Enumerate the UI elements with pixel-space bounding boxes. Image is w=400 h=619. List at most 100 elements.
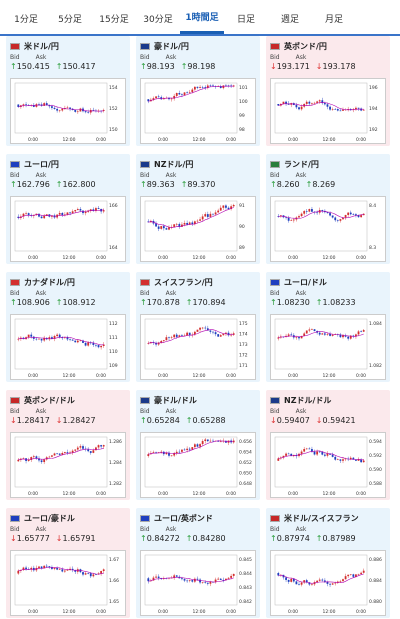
mini-chart[interactable]: 101 100 99 98 0:00 12:00 0:00	[140, 78, 256, 144]
bid-value: 1.65777	[16, 534, 50, 543]
prices: ↑150.415 ↑150.417	[10, 62, 96, 71]
pair-name[interactable]: ユーロ/ドル	[284, 277, 327, 287]
plot-frame	[144, 318, 238, 370]
candle-body	[349, 335, 352, 339]
rate-card[interactable]: ユーロ/ドル Bid Ask ↑1.08230 ↑1.08233 1.084 1.082 0:…	[266, 272, 390, 382]
rate-card[interactable]: ユーロ/英ポンド Bid Ask ↑0.84272 ↑0.84280 0.845 0.844…	[136, 508, 260, 618]
pair-name[interactable]: 米ドル/スイスフラン	[284, 513, 359, 523]
candle-body	[311, 209, 313, 212]
candle-body	[287, 453, 290, 455]
candle-body	[298, 107, 300, 110]
pair-name[interactable]: 豪ドル/ドル	[154, 395, 197, 405]
pair-name[interactable]: 英ポンド/ドル	[24, 395, 75, 405]
candle-body	[329, 583, 331, 585]
y-tick-label: 164	[109, 245, 118, 251]
candle-body	[87, 449, 90, 452]
mini-chart[interactable]: 0.594 0.592 0.590 0.588 0:00 12:00 0:00	[270, 432, 386, 498]
mini-chart[interactable]: 196 194 192 0:00 12:00 0:00	[270, 78, 386, 144]
pair-name[interactable]: 豪ドル/円	[154, 41, 189, 51]
candle-body	[204, 214, 207, 217]
mini-chart[interactable]: 1.67 1.66 1.65 0:00 12:00 0:00	[10, 550, 126, 616]
arrow-up-icon: ↑	[10, 298, 17, 307]
rate-card[interactable]: 米ドル/スイスフラン Bid Ask ↑0.87974 ↑0.87989 0.886 0.8…	[266, 508, 390, 618]
mini-chart[interactable]: 175 174 173 172 171 0:00 12:00 0:00	[140, 314, 256, 380]
mini-chart[interactable]: 0.845 0.844 0.843 0.842 0:00 12:00 0:00	[140, 550, 256, 616]
candle-body	[45, 103, 48, 106]
candle-body	[102, 210, 105, 212]
tab-3[interactable]: 15分足	[99, 14, 129, 25]
candle-body	[232, 205, 235, 207]
candle-body	[102, 109, 105, 111]
candle-body	[225, 332, 227, 334]
pair-name[interactable]: 英ポンド/円	[284, 41, 327, 51]
y-tick-label: 110	[109, 349, 118, 355]
candle-body	[290, 334, 293, 336]
pair-name[interactable]: ユーロ/円	[24, 159, 59, 169]
mini-chart[interactable]: 166 164 0:00 12:00 0:00	[10, 196, 126, 262]
plot-frame	[274, 82, 368, 134]
tab-2[interactable]: 5分足	[58, 14, 82, 25]
rate-card[interactable]: NZドル/円 Bid Ask ↑89.363 ↑89.370 91 90 89 0:00 12:0…	[136, 154, 260, 264]
rate-card[interactable]: カナダドル/円 Bid Ask ↑108.906 ↑108.912 112 111 110 10…	[6, 272, 130, 382]
x-tick-label: 0:00	[28, 137, 38, 143]
candle-body	[45, 214, 48, 216]
plot-frame	[274, 436, 368, 488]
candle-body	[298, 337, 300, 339]
x-tick-label: 0:00	[28, 609, 38, 615]
tab-8[interactable]: 月足	[324, 14, 343, 25]
rate-card[interactable]: 豪ドル/円 Bid Ask ↑98.193 ↑98.198 101 100 99 98 0:00 1…	[136, 36, 260, 146]
tab-1[interactable]: 1分足	[14, 14, 38, 25]
tab-6[interactable]: 日足	[236, 14, 255, 25]
candle-body	[311, 584, 313, 585]
rate-card[interactable]: 英ポンド/円 Bid Ask ↓193.171 ↓193.178 196 194 192 0:0…	[266, 36, 390, 146]
pair-name[interactable]: ランド/円	[284, 159, 319, 169]
y-tick-label: 175	[239, 321, 248, 327]
rate-card[interactable]: 豪ドル/ドル Bid Ask ↑0.65284 ↑0.65288 0.656 0.654 0.…	[136, 390, 260, 500]
candle-body	[193, 578, 196, 582]
pair-name[interactable]: 米ドル/円	[24, 41, 59, 51]
arrow-up-icon: ↑	[185, 416, 193, 425]
candle-body	[76, 340, 79, 343]
pair-name[interactable]: ユーロ/豪ドル	[24, 513, 75, 523]
tab-5[interactable]: 1時間足	[180, 2, 224, 34]
rate-card[interactable]: スイスフラン/円 Bid Ask ↑170.878 ↑170.894 175 174 173 1…	[136, 272, 260, 382]
candle-body	[290, 453, 293, 456]
candle-body	[206, 85, 209, 88]
mini-chart[interactable]: 8.4 8.3 0:00 12:00 0:00	[270, 196, 386, 262]
candle-body	[339, 334, 342, 338]
pair-name[interactable]: スイスフラン/円	[154, 277, 213, 287]
tab-4[interactable]: 30分足	[143, 14, 173, 25]
mini-chart[interactable]: 91 90 89 0:00 12:00 0:00	[140, 196, 256, 262]
pair-name[interactable]: ユーロ/英ポンド	[154, 513, 213, 523]
mini-chart[interactable]: 1.084 1.082 0:00 12:00 0:00	[270, 314, 386, 380]
candle-body	[214, 579, 217, 582]
candle-body	[323, 454, 326, 456]
pair-name[interactable]: カナダドル/円	[24, 277, 75, 287]
candle-body	[225, 578, 227, 581]
rate-card[interactable]: 米ドル/円 Bid Ask ↑150.415 ↑150.417 154 152 150 0:00…	[6, 36, 130, 146]
rate-card[interactable]: 英ポンド/ドル Bid Ask ↓1.28417 ↓1.28427 1.286 1.284 1…	[6, 390, 130, 500]
candle-body	[321, 100, 324, 104]
candle-body	[173, 95, 176, 99]
flag-icon	[270, 278, 280, 286]
bid-value: 1.08230	[276, 298, 310, 307]
candle-body	[308, 209, 311, 212]
candle-body	[58, 569, 61, 570]
mini-chart[interactable]: 0.656 0.654 0.652 0.650 0.648 0:00 12:00 0:00	[140, 432, 256, 498]
rate-card[interactable]: NZドル/ドル Bid Ask ↓0.59407 ↓0.59421 0.594 0.592 0…	[266, 390, 390, 500]
rate-card[interactable]: ユーロ/豪ドル Bid Ask ↓1.65777 ↓1.65791 1.67 1.66 1.6…	[6, 508, 130, 618]
mini-chart[interactable]: 112 111 110 109 0:00 12:00 0:00	[10, 314, 126, 380]
candle-body	[160, 577, 163, 579]
mini-chart[interactable]: 1.286 1.284 1.282 0:00 12:00 0:00	[10, 432, 126, 498]
rate-card[interactable]: ユーロ/円 Bid Ask ↑162.796 ↑162.800 166 164 0:00 12:…	[6, 154, 130, 264]
flag-icon	[140, 396, 150, 404]
mini-chart[interactable]: 0.886 0.884 0.880 0:00 12:00 0:00	[270, 550, 386, 616]
pair-name[interactable]: NZドル/円	[154, 159, 194, 169]
candle-body	[186, 92, 189, 94]
pair-name[interactable]: NZドル/ドル	[284, 395, 332, 405]
rate-card[interactable]: ランド/円 Bid Ask ↑8.260 ↑8.269 8.4 8.3 0:00 12:00 0:…	[266, 154, 390, 264]
tab-7[interactable]: 週足	[280, 14, 299, 25]
mini-chart[interactable]: 154 152 150 0:00 12:00 0:00	[10, 78, 126, 144]
candle-body	[43, 337, 46, 341]
arrow-down-icon: ↓	[10, 534, 17, 543]
